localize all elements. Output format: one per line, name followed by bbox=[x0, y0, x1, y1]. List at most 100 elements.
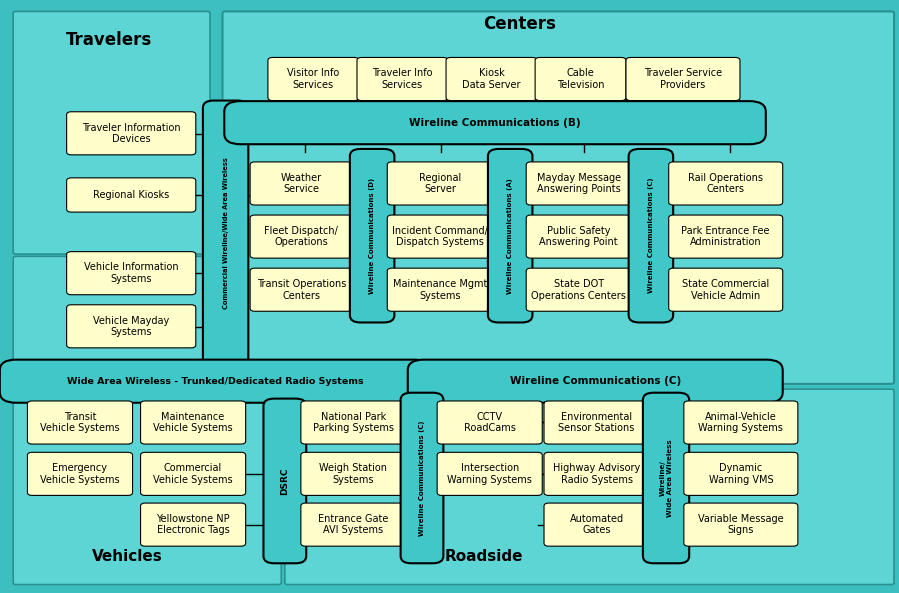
Text: Kiosk
Data Server: Kiosk Data Server bbox=[462, 68, 521, 90]
Text: Public Safety
Answering Point: Public Safety Answering Point bbox=[539, 226, 619, 247]
FancyBboxPatch shape bbox=[526, 215, 631, 258]
FancyBboxPatch shape bbox=[250, 162, 352, 205]
FancyBboxPatch shape bbox=[67, 251, 196, 295]
FancyBboxPatch shape bbox=[263, 398, 307, 563]
FancyBboxPatch shape bbox=[526, 162, 631, 205]
FancyBboxPatch shape bbox=[67, 111, 196, 155]
FancyBboxPatch shape bbox=[669, 162, 783, 205]
Text: Regional
Server: Regional Server bbox=[419, 173, 461, 195]
FancyBboxPatch shape bbox=[669, 215, 783, 258]
FancyBboxPatch shape bbox=[401, 393, 443, 563]
Text: Animal-Vehicle
Warning Systems: Animal-Vehicle Warning Systems bbox=[699, 412, 783, 433]
FancyBboxPatch shape bbox=[387, 162, 493, 205]
Text: Intersection
Warning Systems: Intersection Warning Systems bbox=[448, 463, 532, 484]
Text: Maintenance Mgmt
Systems: Maintenance Mgmt Systems bbox=[393, 279, 487, 301]
FancyBboxPatch shape bbox=[643, 393, 690, 563]
FancyBboxPatch shape bbox=[544, 452, 649, 495]
FancyBboxPatch shape bbox=[222, 11, 894, 384]
FancyBboxPatch shape bbox=[437, 452, 542, 495]
Text: Variable Message
Signs: Variable Message Signs bbox=[698, 514, 784, 535]
Text: State DOT
Operations Centers: State DOT Operations Centers bbox=[531, 279, 627, 301]
Text: Wireline Communications (C): Wireline Communications (C) bbox=[510, 376, 681, 386]
FancyBboxPatch shape bbox=[28, 401, 132, 444]
FancyBboxPatch shape bbox=[488, 149, 532, 323]
FancyBboxPatch shape bbox=[387, 268, 493, 311]
FancyBboxPatch shape bbox=[684, 452, 797, 495]
FancyBboxPatch shape bbox=[250, 215, 352, 258]
Text: Roadside: Roadside bbox=[444, 549, 522, 564]
FancyBboxPatch shape bbox=[67, 305, 196, 348]
Text: Weigh Station
Systems: Weigh Station Systems bbox=[319, 463, 387, 484]
FancyBboxPatch shape bbox=[437, 401, 542, 444]
FancyBboxPatch shape bbox=[684, 401, 797, 444]
FancyBboxPatch shape bbox=[669, 268, 783, 311]
FancyBboxPatch shape bbox=[13, 389, 281, 585]
FancyBboxPatch shape bbox=[224, 101, 766, 144]
Text: DSRC: DSRC bbox=[280, 467, 289, 495]
FancyBboxPatch shape bbox=[301, 452, 406, 495]
Text: Wireline Communications (C): Wireline Communications (C) bbox=[648, 178, 654, 294]
Text: Yellowstone NP
Electronic Tags: Yellowstone NP Electronic Tags bbox=[156, 514, 230, 535]
FancyBboxPatch shape bbox=[13, 256, 210, 384]
Text: Maintenance
Vehicle Systems: Maintenance Vehicle Systems bbox=[154, 412, 233, 433]
Text: Park Entrance Fee
Administration: Park Entrance Fee Administration bbox=[681, 226, 770, 247]
Text: State Commercial
Vehicle Admin: State Commercial Vehicle Admin bbox=[682, 279, 770, 301]
Text: Commercial
Vehicle Systems: Commercial Vehicle Systems bbox=[154, 463, 233, 484]
FancyBboxPatch shape bbox=[387, 215, 493, 258]
FancyBboxPatch shape bbox=[301, 401, 406, 444]
FancyBboxPatch shape bbox=[301, 503, 406, 546]
FancyBboxPatch shape bbox=[13, 11, 210, 254]
FancyBboxPatch shape bbox=[250, 268, 352, 311]
Text: Traveler Service
Providers: Traveler Service Providers bbox=[644, 68, 722, 90]
FancyBboxPatch shape bbox=[408, 359, 783, 403]
Text: Wireline Communications (B): Wireline Communications (B) bbox=[409, 117, 581, 127]
Text: Visitor Info
Services: Visitor Info Services bbox=[287, 68, 340, 90]
FancyBboxPatch shape bbox=[203, 101, 248, 365]
FancyBboxPatch shape bbox=[626, 58, 740, 101]
FancyBboxPatch shape bbox=[285, 389, 894, 585]
FancyBboxPatch shape bbox=[544, 401, 649, 444]
Text: Entrance Gate
AVI Systems: Entrance Gate AVI Systems bbox=[318, 514, 388, 535]
Text: Wide Area Wireless - Trunked/Dedicated Radio Systems: Wide Area Wireless - Trunked/Dedicated R… bbox=[67, 377, 363, 385]
Text: Mayday Message
Answering Points: Mayday Message Answering Points bbox=[537, 173, 621, 195]
Text: Highway Advisory
Radio Systems: Highway Advisory Radio Systems bbox=[553, 463, 640, 484]
Text: Regional Kiosks: Regional Kiosks bbox=[93, 190, 169, 200]
Text: Vehicle Mayday
Systems: Vehicle Mayday Systems bbox=[93, 315, 169, 337]
Text: Rail Operations
Centers: Rail Operations Centers bbox=[689, 173, 763, 195]
Text: Wireline Communications (C): Wireline Communications (C) bbox=[419, 420, 425, 535]
FancyBboxPatch shape bbox=[526, 268, 631, 311]
FancyBboxPatch shape bbox=[268, 58, 359, 101]
Text: Dynamic
Warning VMS: Dynamic Warning VMS bbox=[708, 463, 773, 484]
FancyBboxPatch shape bbox=[535, 58, 626, 101]
Text: Vehicles: Vehicles bbox=[92, 549, 163, 564]
FancyBboxPatch shape bbox=[140, 452, 245, 495]
Text: Transit
Vehicle Systems: Transit Vehicle Systems bbox=[40, 412, 120, 433]
Text: Emergency
Vehicle Systems: Emergency Vehicle Systems bbox=[40, 463, 120, 484]
FancyBboxPatch shape bbox=[140, 503, 245, 546]
FancyBboxPatch shape bbox=[350, 149, 395, 323]
Text: National Park
Parking Systems: National Park Parking Systems bbox=[313, 412, 394, 433]
Text: Wireline Communications (D): Wireline Communications (D) bbox=[369, 178, 375, 294]
FancyBboxPatch shape bbox=[28, 452, 132, 495]
FancyBboxPatch shape bbox=[628, 149, 673, 323]
Text: Travelers: Travelers bbox=[67, 31, 153, 49]
Text: Automated
Gates: Automated Gates bbox=[569, 514, 624, 535]
FancyBboxPatch shape bbox=[357, 58, 448, 101]
FancyBboxPatch shape bbox=[67, 178, 196, 212]
Text: Traveler Information
Devices: Traveler Information Devices bbox=[82, 123, 181, 144]
Text: Wireline Communications (A): Wireline Communications (A) bbox=[507, 178, 513, 294]
Text: Commercial Wireline/Wide Area Wireless: Commercial Wireline/Wide Area Wireless bbox=[223, 157, 228, 309]
Text: Environmental
Sensor Stations: Environmental Sensor Stations bbox=[558, 412, 635, 433]
Text: Weather
Service: Weather Service bbox=[280, 173, 322, 195]
Text: Fleet Dispatch/
Operations: Fleet Dispatch/ Operations bbox=[264, 226, 338, 247]
Text: Transit Operations
Centers: Transit Operations Centers bbox=[256, 279, 346, 301]
Text: Cable
Television: Cable Television bbox=[556, 68, 604, 90]
FancyBboxPatch shape bbox=[140, 401, 245, 444]
FancyBboxPatch shape bbox=[544, 503, 649, 546]
FancyBboxPatch shape bbox=[0, 359, 430, 403]
Text: Vehicle Information
Systems: Vehicle Information Systems bbox=[84, 262, 179, 284]
Text: Wireline/
Wide Area Wireless: Wireline/ Wide Area Wireless bbox=[660, 439, 672, 517]
Text: Traveler Info
Services: Traveler Info Services bbox=[372, 68, 432, 90]
FancyBboxPatch shape bbox=[446, 58, 537, 101]
Text: CCTV
RoadCams: CCTV RoadCams bbox=[464, 412, 516, 433]
